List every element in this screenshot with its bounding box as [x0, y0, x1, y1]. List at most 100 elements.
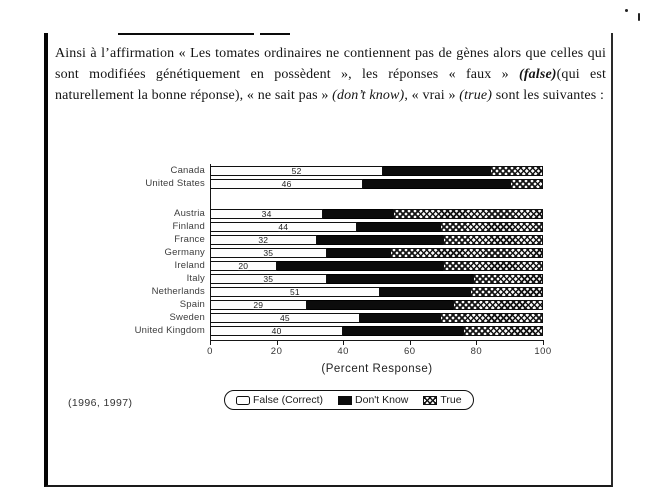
bar-row: Canada 52: [48, 165, 610, 176]
legend-item: False (Correct): [236, 394, 323, 406]
segment-true: [439, 222, 543, 232]
x-axis-tick: [409, 340, 411, 345]
segment-dont-know: [356, 222, 440, 232]
bar-track: 29: [210, 300, 543, 310]
bar-track: 32: [210, 235, 543, 245]
segment-true: [473, 274, 543, 284]
x-axis-tick-label: 20: [270, 346, 283, 357]
legend-label: True: [440, 394, 462, 406]
bar-row: Germany 35: [48, 247, 610, 258]
scan-speck-icon: [625, 9, 628, 12]
x-axis-tick: [343, 340, 345, 345]
intro-text-segment: sont les suivantes :: [492, 88, 605, 103]
country-label: United Kingdom: [134, 325, 205, 336]
segment-false-correct: 52: [210, 165, 384, 176]
bar-track: 51: [210, 287, 543, 297]
legend-swatch-false-icon: [236, 395, 250, 405]
country-label: Finland: [172, 221, 205, 232]
segment-true: [509, 179, 543, 189]
legend-item: Don't Know: [338, 394, 408, 406]
country-label: Canada: [170, 165, 205, 176]
segment-dont-know: [343, 326, 464, 336]
stacked-bar-chart: Canada 52 United States 46 Austria 34 Finland 4…: [48, 33, 611, 485]
segment-true: [443, 235, 543, 245]
intro-text-segment: (false): [519, 67, 557, 82]
segment-true: [389, 248, 543, 258]
legend-swatch-dontknow-icon: [338, 395, 353, 405]
bar-value-label: 32: [258, 234, 269, 245]
bar-track: 45: [210, 313, 543, 323]
segment-false-correct: 35: [210, 248, 327, 258]
segment-true: [393, 209, 543, 219]
country-label: United States: [145, 178, 205, 189]
bar-row: Sweden 45: [48, 312, 610, 323]
bar-value-label: 52: [291, 165, 302, 176]
bar-value-label: 40: [271, 325, 282, 336]
x-axis-tick: [276, 340, 278, 345]
country-label: Netherlands: [151, 286, 205, 297]
x-axis-title: (Percent Response): [321, 363, 433, 375]
country-label: Spain: [179, 299, 205, 310]
segment-true: [469, 287, 543, 297]
intro-text-segment: (true): [459, 88, 493, 103]
segment-dont-know: [379, 287, 470, 297]
legend-swatch-true-icon: [423, 395, 438, 405]
legend-label: False (Correct): [253, 394, 324, 406]
bar-value-label: 29: [253, 299, 264, 310]
segment-true: [463, 326, 543, 336]
segment-true: [443, 261, 543, 271]
source-note: (1996, 1997): [68, 397, 133, 409]
content-box: Ainsi à l’affirmation « Les tomates ordi…: [44, 33, 613, 487]
segment-dont-know: [383, 166, 490, 176]
bar-row: United Kingdom 40: [48, 325, 610, 336]
bar-value-label: 34: [261, 208, 272, 219]
country-label: Germany: [164, 247, 205, 258]
x-axis-tick-label: 60: [404, 346, 416, 357]
segment-false-correct: 32: [210, 235, 317, 245]
segment-dont-know: [316, 235, 444, 245]
x-axis-tick: [543, 340, 544, 345]
bar-track: 20: [210, 261, 543, 271]
segment-dont-know: [326, 248, 390, 258]
intro-text-segment: (don’t know): [332, 88, 405, 103]
segment-true: [439, 313, 543, 323]
country-label: France: [174, 234, 205, 245]
x-axis-tick: [476, 340, 478, 345]
segment-false-correct: 46: [210, 178, 364, 189]
segment-false-correct: 44: [210, 222, 357, 232]
box-top-border-fragment: [118, 33, 254, 35]
bar-row: Ireland 20: [48, 260, 610, 271]
segment-dont-know: [276, 261, 444, 271]
legend-item: True: [423, 394, 462, 406]
bar-track: 35: [210, 248, 543, 258]
bar-track: 52: [210, 166, 543, 176]
bar-value-label: 44: [278, 221, 289, 232]
segment-false-correct: 34: [210, 208, 324, 219]
country-label: Austria: [174, 208, 205, 219]
x-axis-tick-label: 40: [337, 346, 349, 357]
x-axis-tick-label: 80: [470, 346, 483, 357]
segment-false-correct: 35: [210, 274, 327, 284]
x-axis-tick: [210, 340, 211, 345]
segment-false-correct: 29: [210, 300, 307, 310]
segment-dont-know: [363, 179, 510, 189]
segment-false-correct: 51: [210, 287, 380, 297]
intro-text-segment: (qui est naturellement la bonne réponse)…: [55, 67, 606, 103]
intro-text-segment: , « vrai »: [404, 88, 460, 103]
bar-row: Austria 34: [48, 208, 610, 219]
country-label: Italy: [186, 273, 205, 284]
bar-row: Finland 44: [48, 221, 610, 232]
segment-false-correct: 40: [210, 325, 344, 336]
scan-speck-icon: [638, 13, 640, 21]
bar-value-label: 46: [281, 178, 292, 189]
country-label: Sweden: [169, 312, 205, 323]
bar-value-label: 20: [238, 260, 249, 271]
segment-true: [453, 300, 543, 310]
bar-row: France 32: [48, 234, 610, 245]
intro-text-segment: Ainsi à l’affirmation « Les tomates ordi…: [55, 46, 606, 82]
segment-dont-know: [359, 313, 440, 323]
bar-row: Spain 29: [48, 299, 610, 310]
bar-row: United States 46: [48, 178, 610, 189]
country-label: Ireland: [174, 260, 205, 271]
segment-false-correct: 20: [210, 261, 277, 271]
